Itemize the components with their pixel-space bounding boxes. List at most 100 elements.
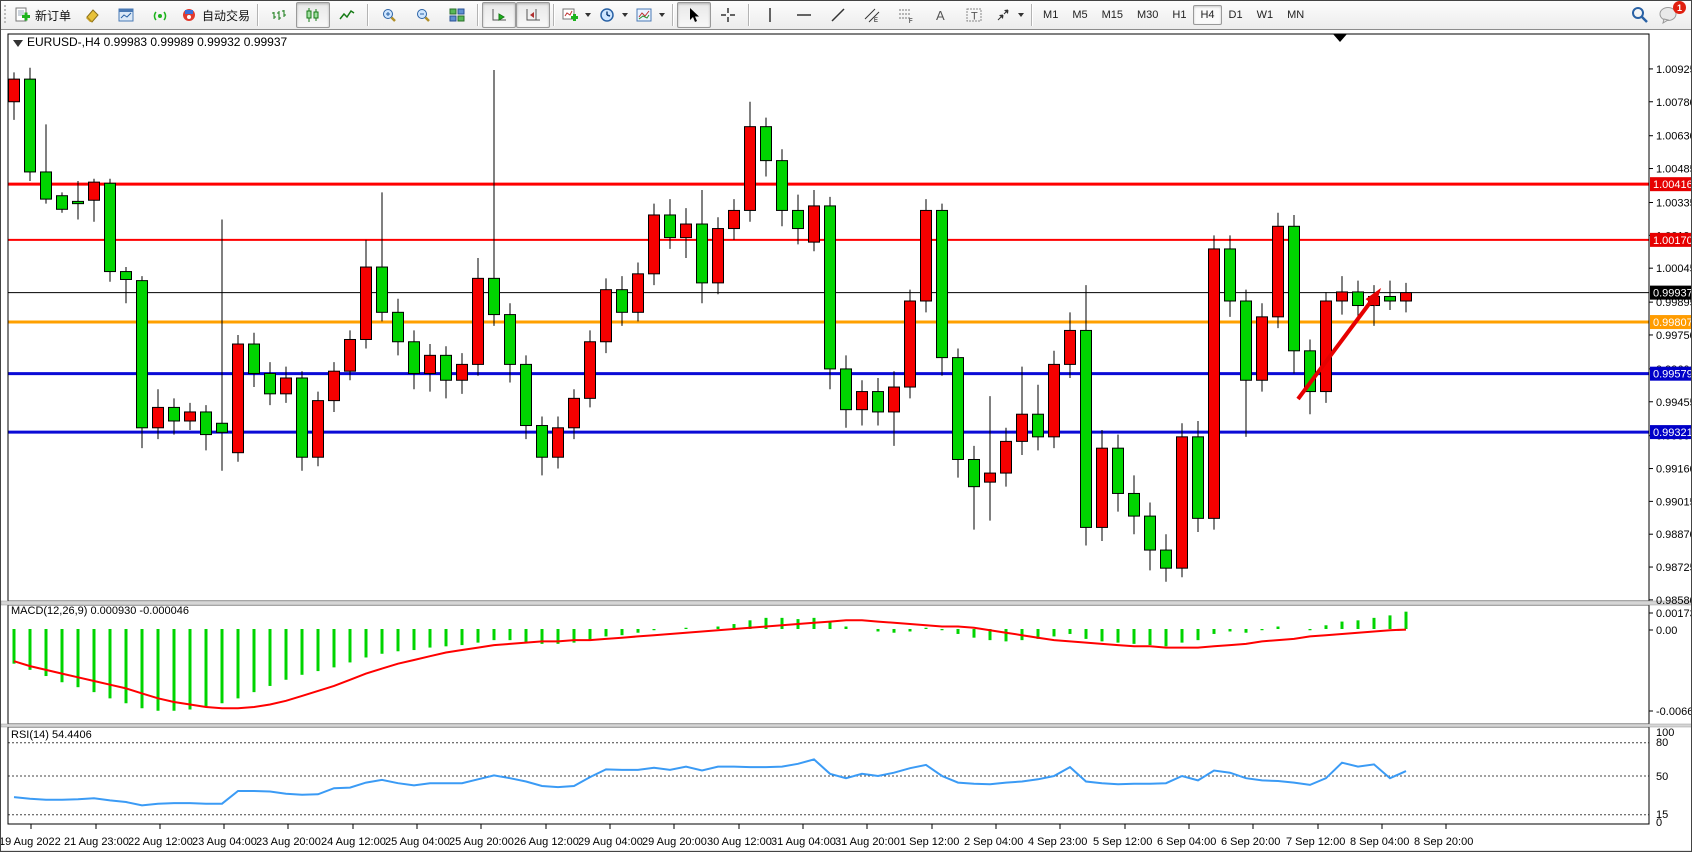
- svg-text:A: A: [936, 8, 945, 23]
- candle-body: [1240, 300, 1252, 381]
- candle-body: [24, 78, 36, 173]
- candle-body: [1256, 316, 1268, 381]
- candle-body: [56, 195, 68, 210]
- candle-body: [600, 289, 612, 343]
- timeframe-h1-button[interactable]: H1: [1172, 9, 1187, 21]
- svg-text:E: E: [874, 18, 878, 24]
- chat-button[interactable]: 1: [1659, 1, 1686, 24]
- candle-body: [184, 411, 196, 422]
- candle-body: [312, 400, 324, 458]
- panel-splitter[interactable]: [1, 723, 1692, 728]
- arrows-icon: [995, 7, 1012, 24]
- time-tick-label: 25 Aug 04:00: [385, 836, 450, 848]
- trend-arrow-object[interactable]: [1296, 298, 1374, 401]
- chart-menu-icon[interactable]: [13, 40, 23, 47]
- timeframe-w1-button[interactable]: W1: [1256, 9, 1274, 21]
- chevron-down-icon[interactable]: [622, 13, 629, 17]
- auto-scroll-button[interactable]: [482, 2, 517, 28]
- trend-icon: [830, 7, 847, 24]
- time-tick-label: 29 Aug 04:00: [578, 836, 643, 848]
- time-tick-label: 8 Sep 04:00: [1350, 836, 1409, 848]
- price-flag: [1650, 232, 1691, 247]
- horizontal-line-button[interactable]: [787, 2, 821, 28]
- vertical-line-button[interactable]: [753, 2, 787, 28]
- search-button[interactable]: [1631, 6, 1649, 24]
- template-icon: [636, 7, 653, 24]
- candle-body: [392, 311, 404, 343]
- signals-button[interactable]: [143, 2, 177, 28]
- trend-arrow-head[interactable]: [1365, 288, 1382, 307]
- notification-badge: 1: [1673, 1, 1686, 14]
- timeframe-m15-button[interactable]: M15: [1101, 9, 1123, 21]
- candle-body: [936, 209, 948, 359]
- timeframe-m5-button[interactable]: M5: [1072, 9, 1088, 21]
- time-tick-label: 21 Aug 23:00: [64, 836, 129, 848]
- chevron-down-icon[interactable]: [659, 13, 666, 17]
- toolbar-separator: [1031, 4, 1034, 26]
- time-tick-label: 25 Aug 20:00: [449, 836, 514, 848]
- line-chart-button[interactable]: [330, 2, 364, 28]
- text-button[interactable]: A: [923, 2, 957, 28]
- timeframe-mn-button[interactable]: MN: [1287, 9, 1305, 21]
- fibonacci-button[interactable]: F: [889, 2, 923, 28]
- scroll-marker-icon[interactable]: [1333, 34, 1347, 42]
- price-flag-label: 1.00416: [1653, 179, 1692, 191]
- candle-body: [1208, 248, 1220, 519]
- timeframe-h4-button[interactable]: H4: [1193, 5, 1222, 25]
- candle-body: [1400, 292, 1412, 302]
- periods-button[interactable]: [595, 2, 632, 28]
- price-tick-label: 1.00780: [1656, 97, 1692, 109]
- svg-text:F: F: [909, 19, 913, 24]
- tile-icon: [449, 7, 466, 24]
- zoom-out-button[interactable]: [406, 2, 440, 28]
- cursor-button[interactable]: [677, 2, 712, 28]
- crosshair-button[interactable]: [711, 2, 745, 28]
- candle-body: [104, 182, 116, 273]
- candle-body: [552, 427, 564, 458]
- trendline-button[interactable]: [821, 2, 855, 28]
- market-watch-button[interactable]: [109, 2, 143, 28]
- bar-chart-button[interactable]: [262, 2, 296, 28]
- candle-body: [744, 126, 756, 211]
- price-flag-label: 0.99579: [1653, 369, 1692, 381]
- candle-body: [952, 357, 964, 460]
- timeframe-m1-button[interactable]: M1: [1043, 9, 1059, 21]
- candle-body: [776, 160, 788, 211]
- rsi-tick-label: 15: [1656, 809, 1668, 821]
- candle-body: [120, 271, 132, 280]
- candle-body: [1000, 440, 1012, 474]
- candle-body: [1176, 436, 1188, 569]
- text-label-button[interactable]: T: [957, 2, 991, 28]
- tile-windows-button[interactable]: [440, 2, 474, 28]
- arrows-button[interactable]: [991, 2, 1028, 28]
- chevron-down-icon[interactable]: [1018, 13, 1025, 17]
- candle-body: [1032, 413, 1044, 438]
- toolbar-separator: [553, 4, 556, 26]
- equidistant-channel-button[interactable]: E: [855, 2, 889, 28]
- new-order-button[interactable]: 新订单: [10, 2, 75, 28]
- templates-button[interactable]: [632, 2, 669, 28]
- candle-body: [1304, 350, 1316, 393]
- chart-shift-button[interactable]: [516, 2, 551, 28]
- toolbar-grip[interactable]: [3, 5, 8, 25]
- shift-icon: [525, 7, 542, 24]
- zoom-in-button[interactable]: [372, 2, 406, 28]
- chart-title: EURUSD-,H4 0.99983 0.99989 0.99932 0.999…: [27, 35, 288, 49]
- autotrading-button[interactable]: 自动交易: [177, 2, 254, 28]
- candle-body: [648, 214, 660, 275]
- timeframe-d1-button[interactable]: D1: [1228, 9, 1243, 21]
- candlestick-button[interactable]: [296, 2, 331, 28]
- candle-body: [1320, 300, 1332, 393]
- chevron-down-icon[interactable]: [585, 13, 592, 17]
- timeframe-m30-button[interactable]: M30: [1137, 9, 1159, 21]
- crosshair-icon: [720, 7, 737, 24]
- chart-profile-button[interactable]: [75, 2, 109, 28]
- indicators-button[interactable]: [558, 2, 595, 28]
- panel-splitter[interactable]: [1, 600, 1692, 606]
- candle-body: [328, 370, 340, 402]
- zoom-in-icon: [381, 7, 398, 24]
- candle-body: [696, 223, 708, 284]
- candle-body: [632, 273, 644, 313]
